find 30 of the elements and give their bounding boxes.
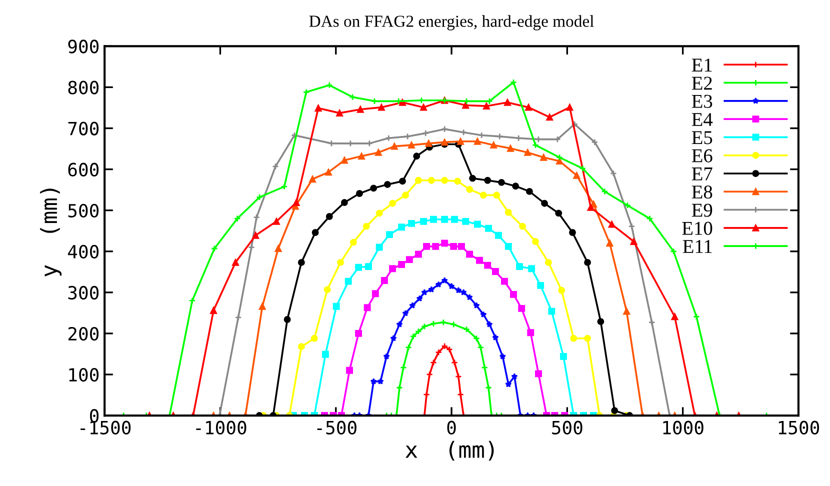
legend-label: E10 bbox=[682, 222, 712, 235]
legend-label: E7 bbox=[692, 168, 712, 180]
legend-label: E11 bbox=[682, 240, 712, 253]
y-tick-label: 200 bbox=[68, 326, 99, 341]
legend-label: E8 bbox=[692, 186, 712, 199]
legend-label: E5 bbox=[692, 131, 712, 144]
y-tick-label: 400 bbox=[68, 244, 99, 259]
y-axis-title: y (mm) bbox=[40, 188, 62, 277]
x-tick-label: -1000 bbox=[196, 420, 246, 434]
legend-label: E3 bbox=[692, 94, 712, 108]
legend-label: E9 bbox=[692, 204, 712, 217]
x-tick-label: 0 bbox=[447, 420, 456, 434]
y-tick-label: 600 bbox=[68, 162, 99, 176]
x-tick-label: 1500 bbox=[778, 420, 820, 434]
y-tick-label: 700 bbox=[68, 122, 99, 136]
x-tick-label: -500 bbox=[317, 420, 356, 434]
y-tick-label: 500 bbox=[68, 204, 99, 218]
x-tick-label: 500 bbox=[552, 420, 582, 434]
chart-title: DAs on FFAG2 energies, hard-edge model bbox=[309, 15, 594, 30]
legend-label: E1 bbox=[692, 58, 712, 72]
y-tick-label: 300 bbox=[68, 286, 99, 300]
x-tick-label: 1000 bbox=[663, 420, 704, 434]
y-tick-label: 100 bbox=[69, 368, 99, 382]
y-tick-label: 800 bbox=[68, 80, 99, 94]
y-tick-label: 900 bbox=[68, 40, 99, 54]
legend-label: E4 bbox=[692, 113, 713, 126]
x-tick-label: -1500 bbox=[80, 420, 131, 434]
x-axis-title: x (mm) bbox=[406, 440, 494, 461]
legend-label: E2 bbox=[692, 76, 712, 90]
legend-label: E6 bbox=[692, 149, 712, 162]
